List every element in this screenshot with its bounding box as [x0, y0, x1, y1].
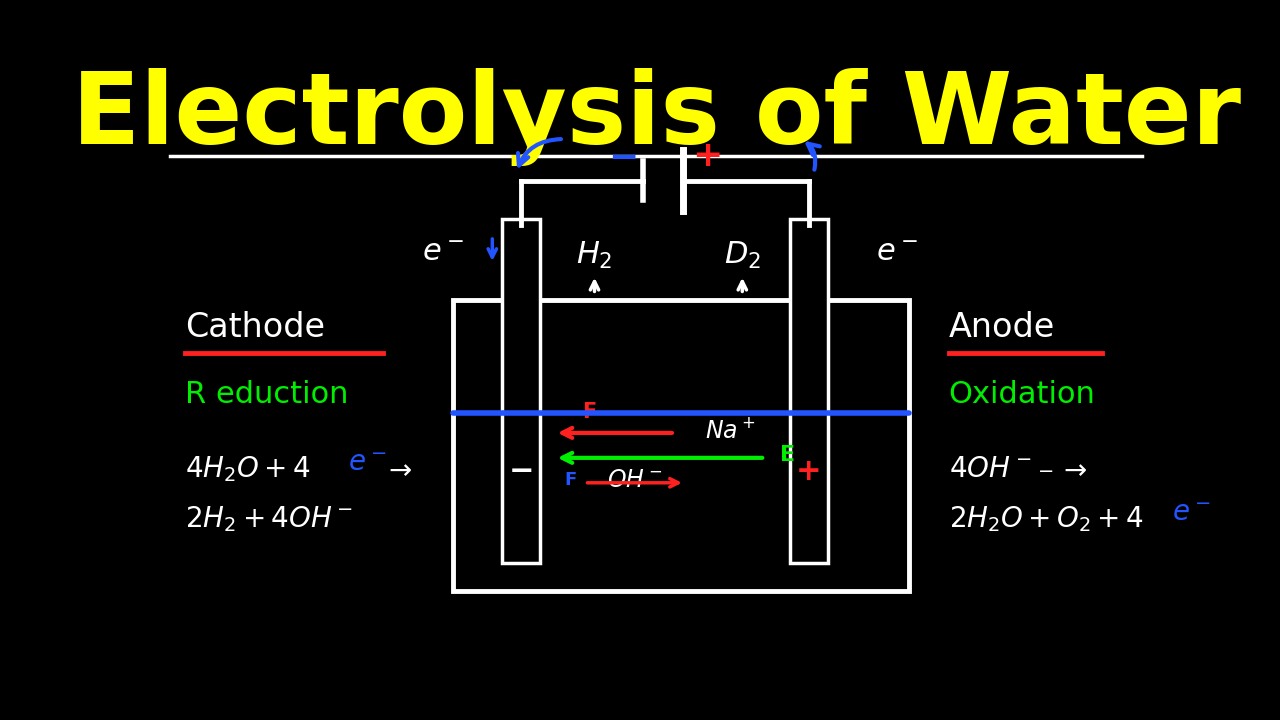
- Text: Electrolysis of Water: Electrolysis of Water: [72, 68, 1240, 166]
- Text: $4OH^-$: $4OH^-$: [948, 455, 1032, 483]
- Text: −: −: [608, 141, 639, 176]
- Text: $e^-$: $e^-$: [348, 449, 387, 477]
- Text: R eduction: R eduction: [184, 379, 348, 408]
- Text: $e^-$: $e^-$: [421, 238, 463, 267]
- Text: $\rightarrow$: $\rightarrow$: [1057, 455, 1087, 483]
- Text: Oxidation: Oxidation: [948, 379, 1096, 408]
- Bar: [790, 220, 828, 563]
- Text: −: −: [508, 457, 534, 486]
- Text: $2H_2O + O_2 + 4$: $2H_2O + O_2 + 4$: [948, 504, 1143, 534]
- Text: F: F: [564, 471, 577, 489]
- Text: $D_2$: $D_2$: [723, 240, 760, 271]
- Text: +: +: [796, 457, 822, 486]
- Text: $\rightarrow$: $\rightarrow$: [383, 455, 412, 483]
- Text: −: −: [1038, 462, 1055, 481]
- Text: E: E: [780, 445, 795, 465]
- Bar: [502, 220, 540, 563]
- Text: $Na^+$: $Na^+$: [704, 418, 755, 443]
- Text: $H_2$: $H_2$: [576, 240, 613, 271]
- Bar: [453, 300, 909, 591]
- Text: $4H_2O + 4$: $4H_2O + 4$: [184, 454, 311, 484]
- Text: Anode: Anode: [948, 311, 1055, 344]
- Text: $2H_2 + 4OH^-$: $2H_2 + 4OH^-$: [184, 504, 353, 534]
- Text: +: +: [692, 139, 723, 173]
- Text: $e^-$: $e^-$: [876, 238, 918, 267]
- Text: Cathode: Cathode: [184, 311, 325, 344]
- Text: $OH^-$: $OH^-$: [608, 468, 663, 492]
- Text: F: F: [582, 402, 596, 422]
- Text: $e^-$: $e^-$: [1172, 499, 1211, 527]
